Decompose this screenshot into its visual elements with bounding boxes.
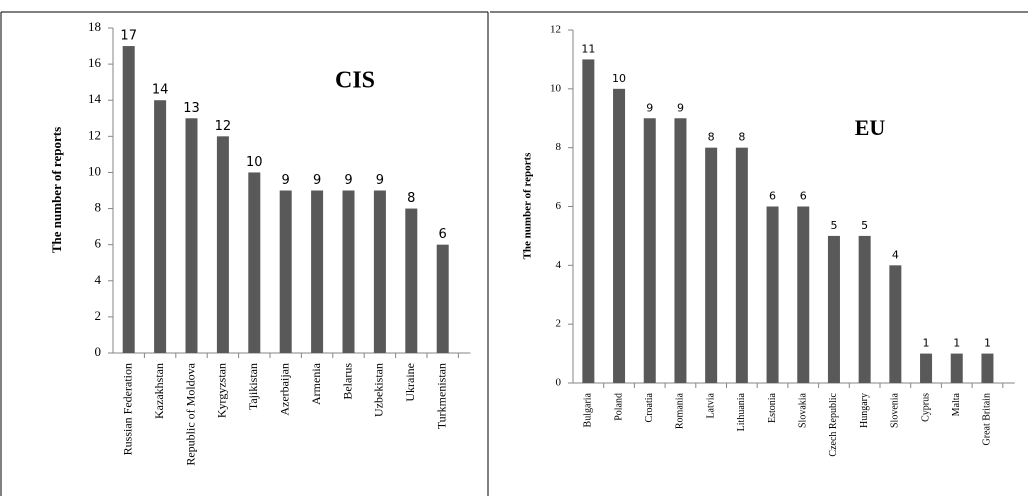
bar [582,59,595,384]
x-tick-label: Russian Federation [120,363,134,455]
y-tick-label: 10 [88,163,101,178]
bar [154,100,167,353]
x-tick-label: Turkmenistan [434,363,448,429]
x-tick-label: Armenia [309,362,323,405]
data-label: 4 [892,248,899,261]
y-tick-label: 6 [95,236,102,251]
y-tick-label: 12 [88,127,101,142]
x-tick-label: Azerbaijan [277,363,291,416]
bar [643,118,656,383]
bar [436,244,449,353]
x-tick-label: Poland [613,393,624,421]
bar [950,353,963,383]
bar [981,353,994,383]
y-tick-label: 14 [88,91,102,106]
bar [827,235,840,383]
data-label: 6 [439,227,447,242]
y-axis-label: The number of reports [522,152,534,260]
data-label: 5 [830,219,837,232]
data-label: 10 [612,72,626,85]
data-label: 13 [183,101,200,116]
bar [674,118,687,383]
data-label: 10 [246,155,263,170]
y-tick-label: 8 [556,141,562,153]
bar [342,190,355,353]
bar [920,353,933,383]
y-tick-label: 16 [88,55,102,70]
data-label: 1 [984,337,991,350]
x-tick-label: Latvia [705,392,716,418]
bar [766,206,779,383]
chart-title: EU [855,115,886,140]
x-tick-label: Uzbekistan [372,363,386,417]
data-label: 9 [313,173,321,188]
x-tick-label: Great Britain [982,393,993,445]
bar [185,118,198,354]
data-label: 1 [953,337,960,350]
y-axis-label: The number of reports [49,127,64,253]
x-tick-label: Romania [675,392,686,429]
x-tick-label: Ukraine [403,363,417,402]
data-label: 8 [738,131,745,144]
y-tick-label: 2 [95,308,102,323]
y-tick-label: 12 [550,24,561,36]
bar [797,206,810,383]
data-label: 1 [923,337,930,350]
bar [405,208,418,353]
bar [122,46,135,354]
x-tick-label: Malta [951,392,962,416]
bar [613,88,626,383]
y-tick-label: 4 [95,272,102,287]
y-tick-label: 8 [95,200,102,215]
x-tick-label: Belarus [340,363,354,400]
data-label: 5 [861,219,868,232]
data-label: 14 [152,83,169,98]
y-tick-label: 6 [556,200,562,212]
chart-title: CIS [335,68,375,94]
data-label: 9 [677,101,684,114]
bar [889,265,902,383]
data-label: 12 [215,119,232,134]
data-label: 8 [407,191,415,206]
x-tick-label: Estonia [767,392,778,423]
data-label: 8 [708,131,715,144]
data-label: 11 [581,42,595,55]
bar [373,190,386,353]
data-label: 6 [800,190,807,203]
data-label: 9 [344,173,352,188]
data-label: 9 [376,173,384,188]
data-label: 6 [769,190,776,203]
bar [248,172,261,353]
y-tick-label: 2 [556,318,562,330]
bar [858,235,871,383]
y-tick-label: 0 [556,377,562,389]
x-tick-label: Cyprus [920,393,931,422]
x-tick-label: Lithuania [736,392,747,431]
bar [311,190,324,353]
y-tick-label: 0 [95,344,102,359]
x-tick-label: Republic of Moldova [183,362,197,465]
x-tick-label: Tajikistan [246,363,260,410]
x-tick-label: Slovakia [798,392,809,428]
x-tick-label: Kyrgyzstan [215,363,229,418]
bar [216,136,229,353]
y-tick-label: 4 [556,259,562,271]
data-label: 9 [282,173,290,188]
x-tick-label: Kazakhstan [152,363,166,419]
data-label: 9 [646,101,653,114]
y-tick-label: 10 [550,82,562,94]
x-tick-label: Slovenia [890,392,901,428]
data-label: 17 [120,29,137,44]
bar [735,147,748,383]
x-tick-label: Hungary [859,393,870,428]
x-tick-label: Czech Republic [828,392,839,456]
bar [279,190,292,353]
y-tick-label: 18 [88,19,101,34]
x-tick-label: Bulgaria [583,392,594,427]
bar [705,147,718,383]
x-tick-label: Croatia [644,392,655,422]
